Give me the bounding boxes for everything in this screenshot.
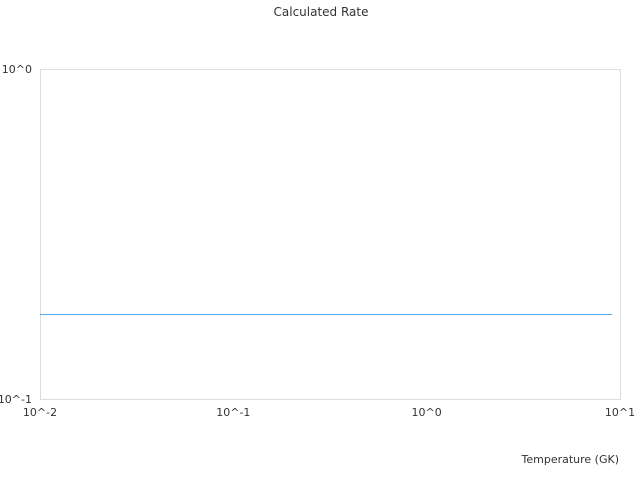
y-tick-label: 10^0 [2, 63, 32, 76]
x-axis-label: Temperature (GK) [521, 453, 620, 466]
chart-title: Calculated Rate [274, 5, 369, 19]
x-tick-label: 10^1 [605, 406, 635, 419]
x-tick-label: 10^-1 [216, 406, 250, 419]
x-tick-label: 10^0 [412, 406, 442, 419]
x-axis-ticks: 10^-2 10^-1 10^0 10^1 [23, 406, 635, 419]
y-tick-label: 10^-1 [0, 393, 32, 406]
y-axis-ticks: 10^-1 10^0 [0, 63, 32, 406]
x-tick-label: 10^-2 [23, 406, 57, 419]
plot-area [40, 69, 621, 400]
